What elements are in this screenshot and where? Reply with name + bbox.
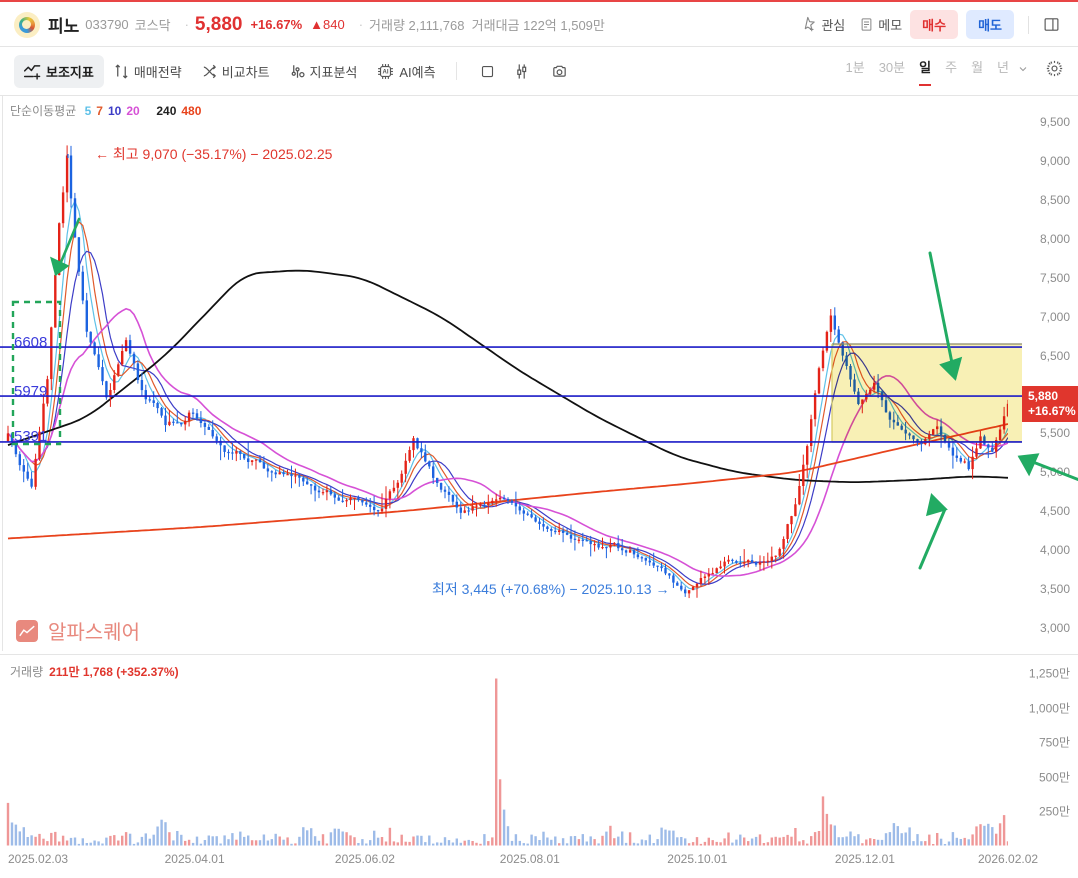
svg-text:AI: AI: [383, 69, 389, 75]
